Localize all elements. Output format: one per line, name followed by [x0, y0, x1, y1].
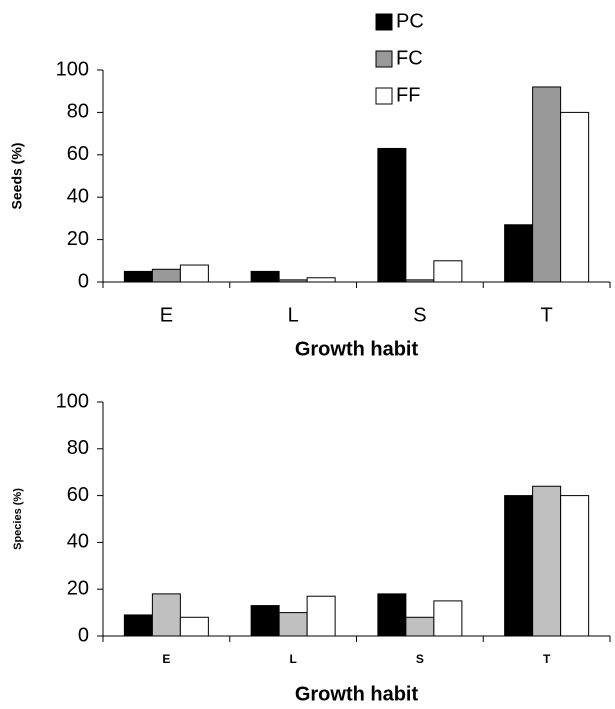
bar — [560, 111, 590, 283]
legend-label: FF — [396, 84, 420, 106]
bar — [532, 485, 562, 637]
bar — [433, 600, 463, 637]
x-tick-label: E — [162, 652, 170, 666]
y-tick-label: 60 — [67, 143, 89, 165]
x-tick-label: T — [541, 304, 553, 326]
bar — [306, 277, 336, 283]
bar — [151, 593, 181, 637]
y-tick-label: 40 — [67, 185, 89, 207]
y-tick-label: 20 — [67, 228, 89, 250]
y-tick-label: 80 — [67, 101, 89, 123]
legend-label: FC — [396, 47, 423, 69]
bar — [250, 270, 280, 283]
bar — [306, 595, 336, 637]
bar — [504, 224, 534, 283]
x-axis-label: Growth habit — [295, 683, 419, 705]
legend-swatch — [375, 50, 393, 68]
y-tick-label: 80 — [67, 437, 89, 459]
bar — [278, 279, 308, 283]
y-tick-label: 100 — [56, 58, 89, 80]
legend-label: PC — [396, 10, 424, 32]
bar — [405, 616, 435, 637]
bar — [179, 616, 209, 637]
legend-swatch — [375, 13, 393, 31]
bar — [405, 279, 435, 283]
bar — [179, 264, 209, 283]
legend-swatch — [375, 87, 393, 105]
y-tick-label: 100 — [56, 390, 89, 412]
bar — [123, 614, 153, 637]
bar — [123, 270, 153, 283]
bar — [504, 495, 534, 637]
x-tick-label: L — [289, 652, 296, 666]
x-tick-label: S — [413, 304, 426, 326]
x-tick-label: S — [416, 652, 424, 666]
bar — [433, 260, 463, 283]
y-axis-label: Species (%) — [12, 488, 24, 550]
bar — [377, 593, 407, 637]
x-tick-label: L — [288, 304, 299, 326]
y-axis-label: Seeds (%) — [9, 143, 25, 210]
x-axis-label: Growth habit — [295, 338, 419, 360]
bar — [278, 612, 308, 637]
x-tick-label: E — [160, 304, 173, 326]
y-tick-label: 0 — [78, 270, 89, 292]
x-tick-label: T — [543, 652, 551, 666]
bar — [532, 86, 562, 283]
y-tick-label: 60 — [67, 484, 89, 506]
bar — [151, 268, 181, 283]
y-tick-label: 40 — [67, 531, 89, 553]
bar — [560, 495, 590, 637]
bar — [250, 605, 280, 637]
bar — [377, 147, 407, 283]
y-tick-label: 0 — [78, 624, 89, 646]
y-tick-label: 20 — [67, 577, 89, 599]
